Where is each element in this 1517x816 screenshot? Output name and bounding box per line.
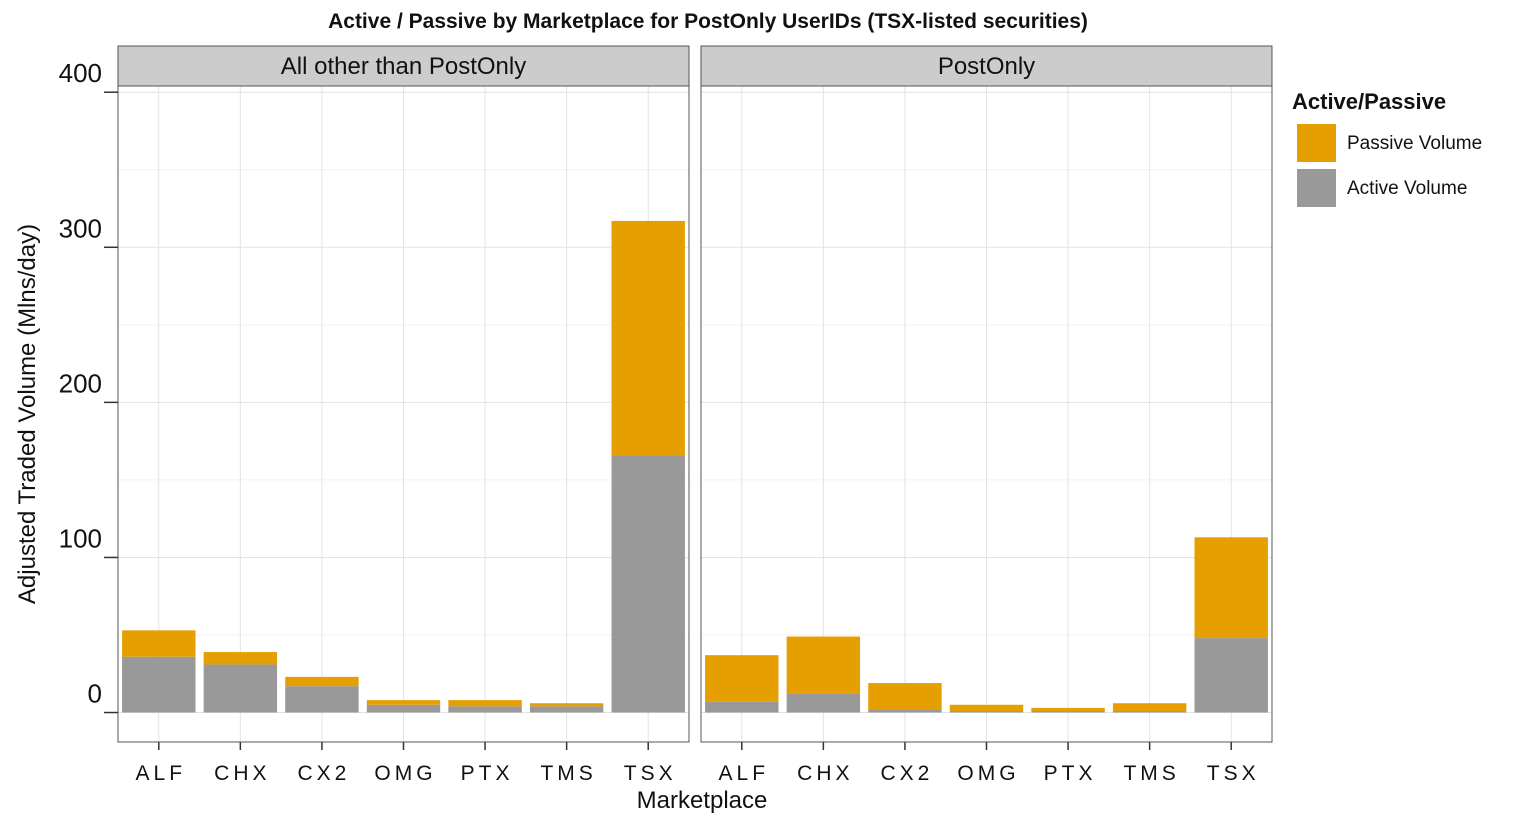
- x-tick-label: PTX: [461, 762, 514, 785]
- x-tick-label: CX2: [297, 762, 350, 785]
- legend: Active/Passive Passive Volume Active Volu…: [1292, 89, 1482, 207]
- x-tick-label: CHX: [797, 762, 853, 785]
- bar-passive-volume: [366, 700, 441, 705]
- y-tick-labels: 0 100 200 300 400: [59, 58, 118, 714]
- bar-passive-volume: [949, 704, 1024, 711]
- facet-strip-label: PostOnly: [938, 53, 1035, 80]
- bar-passive-volume: [705, 655, 779, 702]
- bar-passive-volume: [203, 652, 278, 665]
- legend-label: Active Volume: [1347, 178, 1467, 199]
- bar-active-volume: [611, 455, 685, 713]
- bar-passive-volume: [529, 703, 604, 707]
- bar-active-volume: [366, 704, 441, 713]
- legend-title: Active/Passive: [1292, 89, 1446, 114]
- legend-swatch: [1297, 169, 1336, 207]
- x-tick-label: TSX: [624, 762, 677, 785]
- x-tick-label: CX2: [880, 762, 933, 785]
- bar-passive-volume: [285, 676, 359, 687]
- legend-label: Passive Volume: [1347, 133, 1482, 154]
- x-tick-label: OMG: [957, 762, 1019, 785]
- bar-passive-volume: [1031, 707, 1105, 711]
- panel-border: [700, 85, 1273, 743]
- y-tick-label: 300: [59, 213, 102, 243]
- bar-active-volume: [529, 706, 604, 713]
- bar-active-volume: [122, 656, 196, 713]
- bar-passive-volume: [122, 630, 196, 657]
- x-tick-label: TSX: [1207, 762, 1260, 785]
- x-tick-label: TMS: [540, 762, 596, 785]
- x-tick-label: ALF: [719, 762, 770, 785]
- y-tick-label: 0: [88, 679, 102, 709]
- bar-active-volume: [705, 701, 779, 713]
- x-tick-label: ALF: [136, 762, 187, 785]
- bar-active-volume: [949, 710, 1024, 713]
- legend-entries: Passive Volume Active Volume: [1297, 124, 1482, 207]
- facet-strip: [117, 45, 690, 87]
- bar-passive-volume: [1194, 537, 1268, 639]
- x-tick-label: TMS: [1123, 762, 1179, 785]
- bar-passive-volume: [786, 636, 861, 694]
- legend-swatch: [1297, 124, 1336, 162]
- y-axis: 0 100 200 300 400: [59, 58, 119, 742]
- chart-title: Active / Passive by Marketplace for Post…: [328, 10, 1088, 33]
- bar-passive-volume: [1112, 703, 1187, 711]
- facet-panel: All other than PostOnly ALF CHX CX2 OMG PTX TM…: [117, 45, 690, 785]
- bar-active-volume: [868, 709, 942, 713]
- facet-strip-label: All other than PostOnly: [281, 53, 526, 80]
- x-tick-label: OMG: [374, 762, 436, 785]
- bar-passive-volume: [448, 700, 522, 707]
- bar-active-volume: [448, 706, 522, 713]
- bar-active-volume: [1031, 710, 1105, 713]
- bar-active-volume: [1112, 710, 1187, 713]
- bar-active-volume: [1194, 638, 1268, 713]
- x-tick-label: CHX: [214, 762, 270, 785]
- y-tick-label: 100: [59, 523, 102, 553]
- x-axis-title: Marketplace: [637, 787, 768, 814]
- y-tick-label: 400: [59, 58, 102, 88]
- bar-active-volume: [786, 693, 861, 713]
- bar-active-volume: [285, 686, 359, 713]
- y-tick-label: 200: [59, 368, 102, 398]
- facets: All other than PostOnly ALF CHX CX2 OMG PTX TM…: [117, 45, 1273, 785]
- y-axis-title: Adjusted Traded Volume (Mlns/day): [14, 224, 41, 604]
- facet-panel: PostOnly ALF CHX CX2 OMG PTX TMS TSX: [700, 45, 1273, 785]
- bar-passive-volume: [611, 220, 685, 456]
- x-tick-label: PTX: [1044, 762, 1097, 785]
- bar-passive-volume: [868, 683, 942, 710]
- bar-active-volume: [203, 664, 278, 713]
- facet-strip: [700, 45, 1273, 87]
